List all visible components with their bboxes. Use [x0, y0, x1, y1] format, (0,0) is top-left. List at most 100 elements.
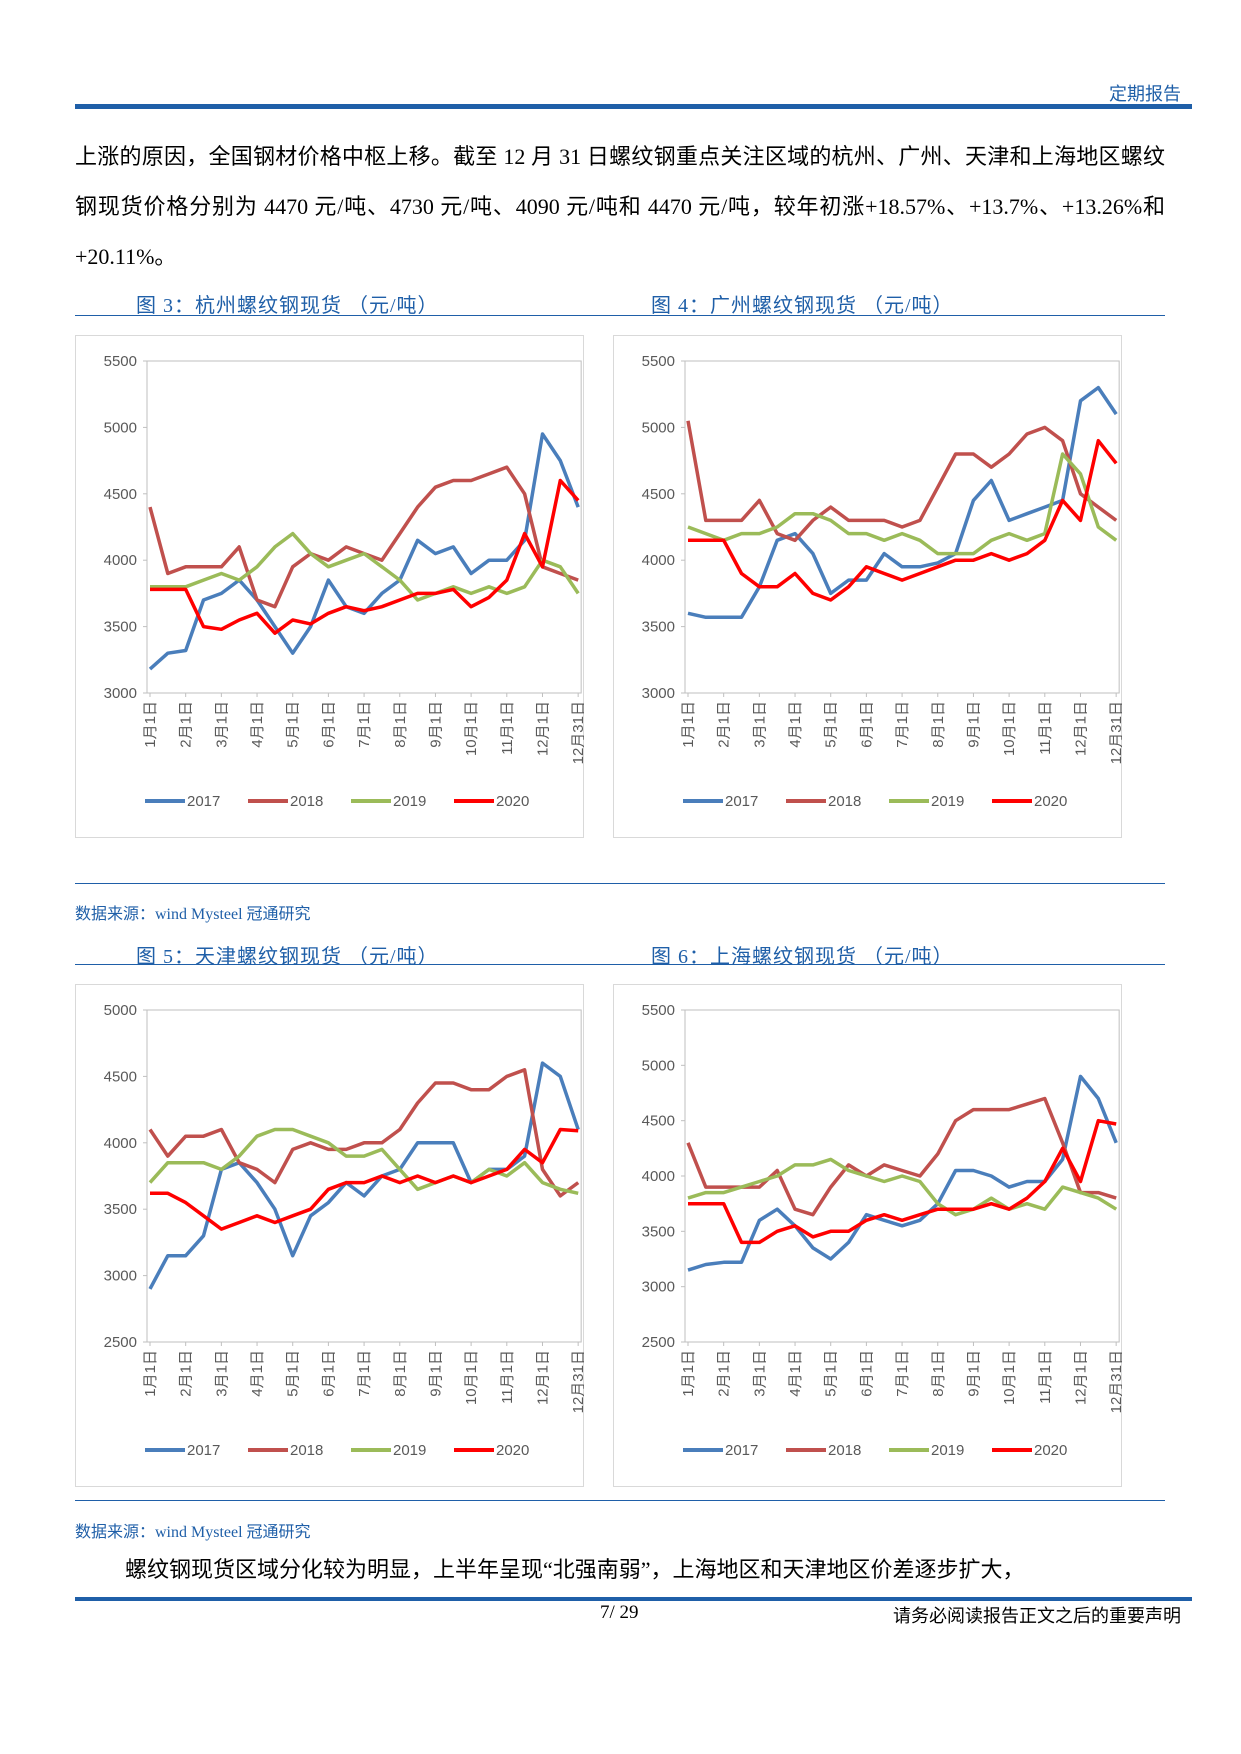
series-line	[148, 432, 580, 671]
header-title: 定期报告	[1109, 84, 1181, 104]
series-line	[688, 438, 1118, 602]
x-tick-label: 2月1日	[178, 701, 195, 748]
legend-label: 2018	[828, 793, 861, 810]
x-tick-label: 12月1日	[1072, 701, 1089, 756]
y-tick-label: 3000	[104, 685, 137, 702]
x-tick-label: 7月1日	[894, 1350, 911, 1397]
x-tick-label: 1月1日	[142, 1350, 159, 1397]
legend-label: 2018	[290, 793, 323, 810]
source-rule	[75, 1500, 1165, 1501]
y-tick-label: 4500	[104, 1068, 137, 1085]
x-tick-label: 2月1日	[716, 701, 733, 748]
y-tick-label: 3500	[642, 619, 675, 636]
x-tick-label: 3月1日	[751, 1350, 768, 1397]
x-tick-label: 1月1日	[680, 701, 697, 748]
x-tick-label: 4月1日	[787, 1350, 804, 1397]
y-tick-label: 5000	[642, 1057, 675, 1074]
y-tick-label: 3000	[642, 1279, 675, 1296]
source-note: 数据来源：wind Mysteel 冠通研究	[75, 1524, 311, 1541]
x-tick-label: 1月1日	[680, 1350, 697, 1397]
chart-frame	[75, 984, 584, 1487]
line-chart: 3000 3500 4000 4500 5000 5500 1月1日 2月1日 3月1日 4月1日…	[75, 335, 584, 838]
y-tick-label: 5000	[642, 419, 675, 436]
figure-caption: 图 3：杭州螺纹钢现货 （元/吨）	[136, 295, 439, 317]
x-tick-label: 12月31日	[1108, 701, 1122, 764]
x-tick-label: 6月1日	[858, 1350, 875, 1397]
legend-label: 2017	[725, 1442, 758, 1459]
paragraph: 上涨的原因，全国钢材价格中枢上移。截至 12 月 31 日螺纹钢重点关注区域的杭…	[75, 144, 1165, 269]
x-tick-label: 8月1日	[930, 1350, 947, 1397]
x-tick-label: 4月1日	[787, 701, 804, 748]
x-tick-label: 10月1日	[463, 1350, 480, 1405]
y-tick-label: 4000	[104, 552, 137, 569]
series-line	[148, 1068, 580, 1198]
series-line	[150, 1127, 579, 1231]
x-tick-label: 7月1日	[894, 701, 911, 748]
y-tick-label: 5500	[642, 353, 675, 370]
y-tick-label: 3500	[104, 1201, 137, 1218]
series-line	[686, 1096, 1117, 1217]
legend-label: 2017	[187, 1442, 220, 1459]
x-tick-label: 10月1日	[463, 701, 480, 756]
y-tick-label: 2500	[642, 1334, 675, 1351]
figure-caption: 图 6：上海螺纹钢现货 （元/吨）	[651, 946, 954, 968]
y-tick-label: 5500	[104, 353, 137, 370]
legend-label: 2019	[393, 793, 426, 810]
x-tick-label: 12月31日	[1108, 1350, 1122, 1413]
header-rule	[75, 104, 1192, 109]
y-tick-label: 3500	[104, 619, 137, 636]
legend-label: 2020	[496, 1442, 529, 1459]
line-chart: 2500 3000 3500 4000 4500 5000 5500 1月1日 2月1日 3月1日…	[613, 984, 1122, 1487]
x-tick-label: 12月31日	[570, 701, 584, 764]
x-tick-label: 5月1日	[285, 701, 302, 748]
series-line	[150, 531, 580, 602]
legend-label: 2020	[1034, 1442, 1067, 1459]
x-tick-label: 11月1日	[499, 1350, 516, 1404]
page-number: 7/ 29	[600, 1602, 639, 1623]
y-tick-label: 4500	[104, 486, 137, 503]
y-tick-label: 4000	[642, 552, 675, 569]
figure-caption: 图 5：天津螺纹钢现货 （元/吨）	[136, 946, 439, 968]
footer-rule	[75, 1597, 1192, 1601]
series-line	[148, 465, 579, 609]
series-line	[148, 1127, 579, 1196]
x-tick-label: 9月1日	[965, 1350, 982, 1397]
x-tick-label: 12月1日	[534, 701, 551, 756]
x-tick-label: 2月1日	[178, 1350, 195, 1397]
x-tick-label: 3月1日	[751, 701, 768, 748]
y-tick-label: 5000	[104, 1002, 137, 1019]
chart-frame	[613, 335, 1122, 838]
x-tick-label: 7月1日	[356, 1350, 373, 1397]
x-tick-label: 11月1日	[1037, 1350, 1054, 1404]
x-tick-label: 3月1日	[213, 1350, 230, 1397]
y-tick-label: 2500	[104, 1334, 137, 1351]
footer-notice: 请务必阅读报告正文之后的重要声明	[893, 1606, 1181, 1626]
y-tick-label: 3000	[642, 685, 675, 702]
y-tick-label: 4500	[642, 1113, 675, 1130]
x-tick-label: 4月1日	[249, 701, 266, 748]
x-tick-label: 6月1日	[320, 1350, 337, 1397]
legend-label: 2019	[931, 793, 964, 810]
legend-label: 2020	[1034, 793, 1067, 810]
caption-rule	[75, 964, 1165, 965]
x-tick-label: 3月1日	[213, 701, 230, 748]
legend-label: 2017	[725, 793, 758, 810]
x-tick-label: 9月1日	[427, 1350, 444, 1397]
chart-frame	[613, 984, 1122, 1487]
x-tick-label: 8月1日	[930, 701, 947, 748]
y-tick-label: 4000	[104, 1135, 137, 1152]
y-tick-label: 3000	[104, 1268, 137, 1285]
source-note: 数据来源：wind Mysteel 冠通研究	[75, 906, 311, 923]
x-tick-label: 6月1日	[858, 701, 875, 748]
x-tick-label: 9月1日	[965, 701, 982, 748]
x-tick-label: 6月1日	[320, 701, 337, 748]
y-tick-label: 5500	[642, 1002, 675, 1019]
x-tick-label: 12月1日	[1072, 1350, 1089, 1405]
chart-frame	[75, 335, 584, 838]
line-chart: 2500 3000 3500 4000 4500 5000 1月1日 2月1日 3月1日 4月1日…	[75, 984, 584, 1487]
x-tick-label: 11月1日	[1037, 701, 1054, 755]
x-tick-label: 2月1日	[716, 1350, 733, 1397]
x-tick-label: 8月1日	[392, 1350, 409, 1397]
x-tick-label: 12月31日	[570, 1350, 584, 1413]
